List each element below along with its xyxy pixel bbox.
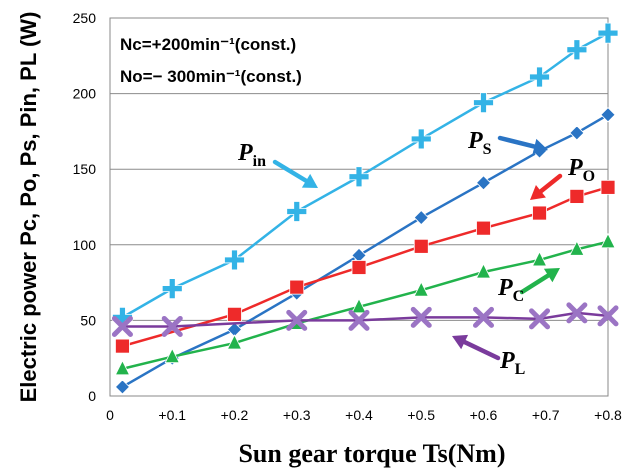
y-tick-labels: 0 50 100 150 200 250 [73, 10, 97, 404]
data-point-po [600, 179, 616, 195]
y-tick-label: 50 [80, 312, 96, 328]
data-point-po [115, 338, 130, 354]
y-axis-title: Electric power Pc, Po, Ps, Pin, PL (W) [16, 12, 41, 403]
x-tick-label: +0.7 [532, 407, 560, 423]
series-labels: Pin PS PO PC PL [237, 128, 595, 378]
data-point-po [351, 260, 367, 275]
data-point-ps [569, 125, 585, 141]
label-arrows [272, 135, 563, 361]
data-point-pl [348, 309, 370, 331]
data-point-pl [111, 315, 133, 337]
data-point-pin [286, 201, 308, 222]
data-point-po [569, 189, 585, 204]
data-point-ps [114, 379, 131, 395]
data-point-po [476, 220, 491, 236]
data-point-pl [410, 306, 432, 328]
data-point-pl [566, 302, 588, 324]
x-tick-label: +0.3 [283, 407, 311, 423]
data-point-pl [161, 315, 183, 337]
condition-no: No=− 300min⁻¹(const.) [120, 67, 302, 86]
plot-area [109, 17, 609, 397]
arrow-po [530, 173, 563, 200]
x-axis-title: Sun gear torque Ts(Nm) [238, 439, 505, 468]
series-label-pin: Pin [237, 140, 266, 170]
x-tick-labels: 0 +0.1 +0.2 +0.3 +0.4 +0.5 +0.6 +0.7 +0.8 [106, 407, 622, 423]
data-point-pl [597, 305, 619, 327]
data-point-po [532, 205, 547, 221]
series-label-pl: PL [499, 348, 525, 378]
arrow-pin [272, 159, 318, 188]
data-point-pl [286, 309, 308, 331]
x-tick-label: +0.2 [221, 407, 249, 423]
y-tick-label: 200 [73, 86, 97, 102]
x-tick-label: +0.6 [470, 407, 498, 423]
data-point-ps [475, 175, 492, 191]
arrow-pl [452, 334, 501, 361]
series-pl [111, 302, 619, 337]
data-point-pc [600, 232, 616, 249]
series-line-pc [122, 240, 609, 370]
x-tick-label: +0.8 [594, 407, 622, 423]
data-point-pc [531, 251, 548, 267]
x-tick-label: 0 [106, 407, 114, 423]
data-point-pin [473, 92, 494, 114]
data-point-pc [413, 281, 429, 297]
y-tick-label: 0 [88, 388, 96, 404]
y-tick-label: 100 [73, 237, 97, 253]
y-tick-label: 150 [73, 161, 97, 177]
x-tick-label: +0.1 [158, 407, 186, 423]
data-point-pin [566, 39, 588, 61]
series-line-ps [121, 113, 609, 389]
data-point-po [413, 238, 429, 254]
data-point-po [289, 279, 305, 295]
arrow-pc [519, 268, 560, 295]
data-point-pin [410, 128, 432, 150]
data-point-pin [597, 22, 619, 44]
data-point-pin [161, 278, 183, 300]
x-tick-label: +0.5 [407, 407, 435, 423]
series-layer [111, 22, 619, 395]
data-point-pc [114, 359, 131, 376]
series-label-po: PO [567, 155, 595, 185]
y-tick-label: 250 [73, 10, 97, 26]
data-point-pc [226, 334, 243, 350]
data-point-pc [475, 263, 492, 279]
data-point-ps [413, 210, 429, 226]
data-point-pc [351, 297, 367, 314]
data-point-pin [224, 249, 245, 271]
x-tick-label: +0.4 [345, 407, 373, 423]
series-line-pin [121, 32, 609, 319]
data-point-pl [473, 306, 494, 328]
arrow-ps [497, 135, 548, 155]
data-point-pc [164, 347, 180, 364]
data-point-pin [348, 166, 370, 188]
series-pin [112, 22, 619, 328]
series-po [115, 179, 616, 354]
data-point-ps [600, 107, 616, 123]
data-point-pin [529, 66, 550, 88]
condition-nc: Nc=+200min⁻¹(const.) [120, 35, 296, 54]
data-point-po [227, 306, 242, 322]
series-label-pc: PC [497, 275, 524, 305]
series-label-ps: PS [467, 128, 492, 158]
data-point-pc [569, 240, 585, 256]
data-point-pl [529, 308, 551, 330]
